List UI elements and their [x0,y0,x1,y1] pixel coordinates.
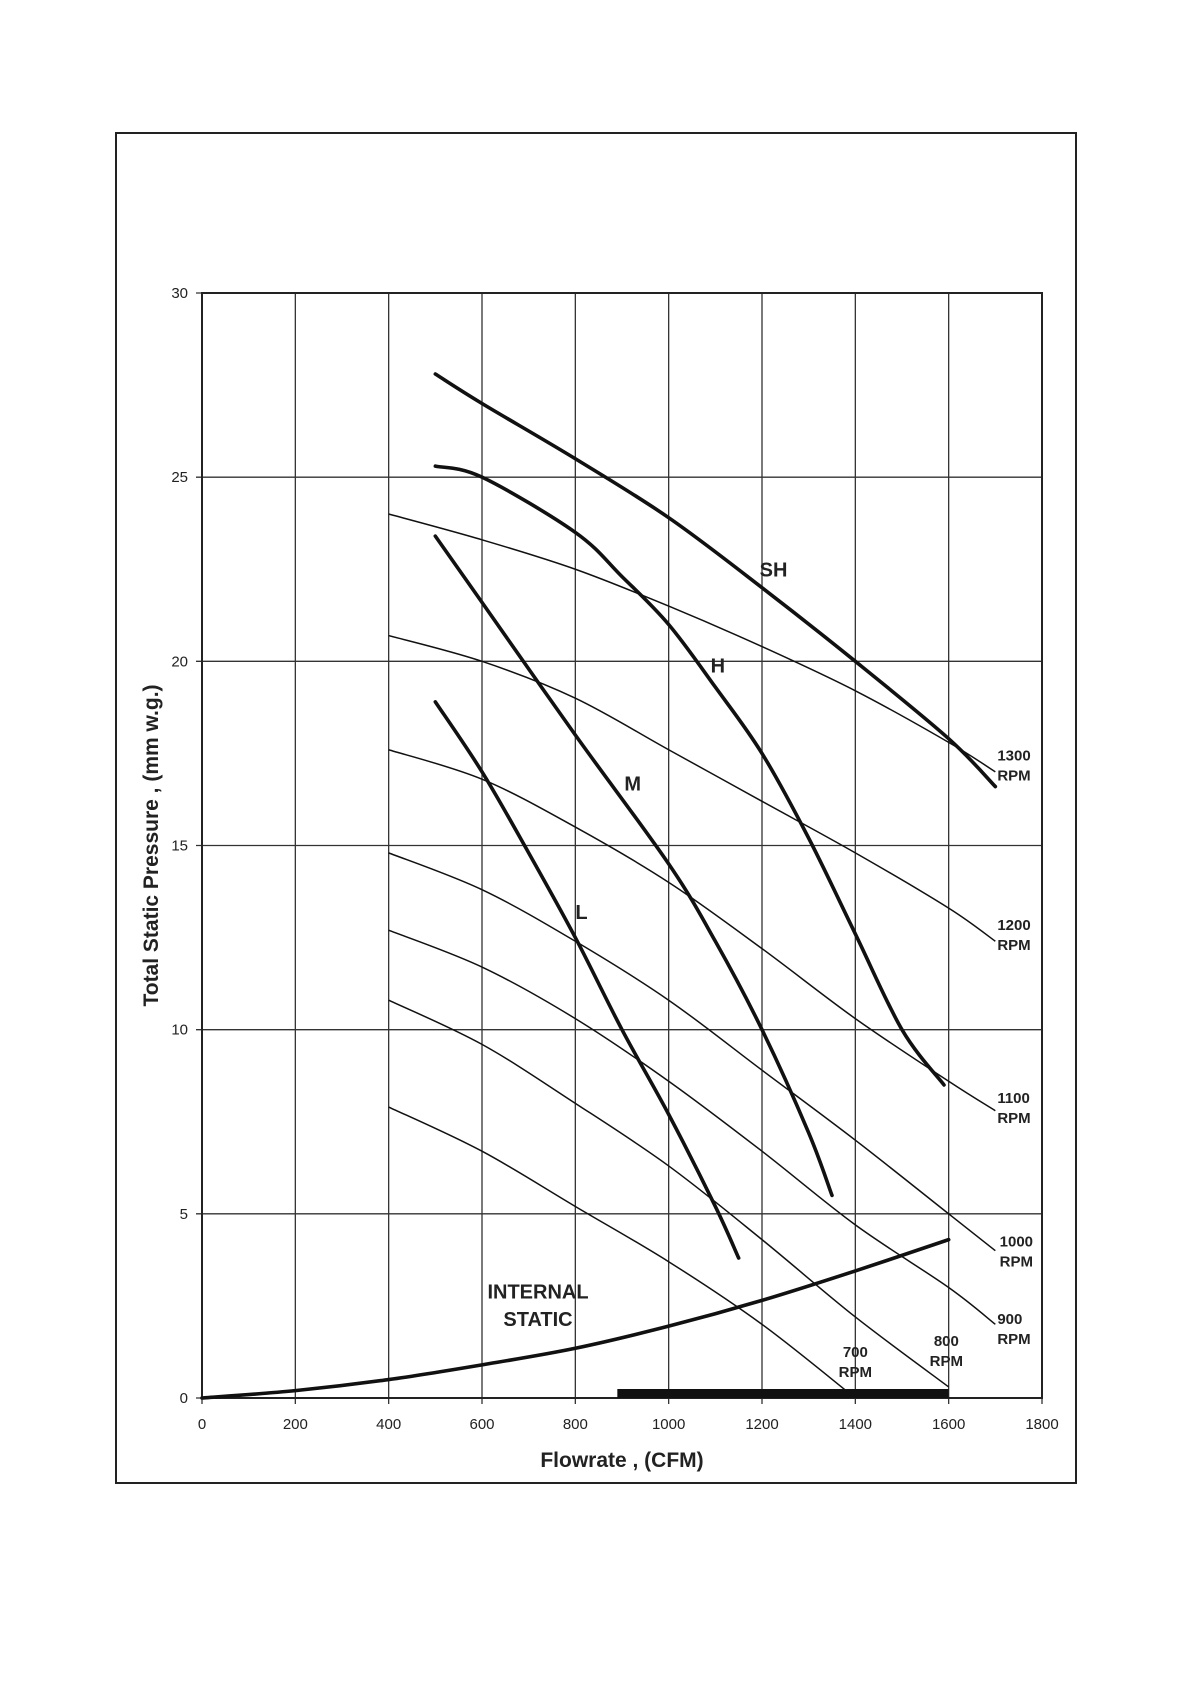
x-tick-label: 600 [469,1416,494,1433]
x-tick-label: 1400 [839,1416,872,1433]
rpm-label-900: 900 [997,1311,1022,1328]
internal-static-label-line1: INTERNAL [487,1282,588,1304]
fan-curve-label-M: M [624,773,641,795]
rpm-unit-label: RPM [997,937,1030,954]
rpm-curve-1200 [388,634,996,942]
x-axis-title: Flowrate , (CFM) [540,1449,703,1472]
rpm-unit-label: RPM [839,1364,872,1381]
y-tick-label: 30 [171,285,188,302]
internal-static-curve [200,1237,951,1400]
y-tick-label: 15 [171,838,188,855]
rpm-unit-label: RPM [1000,1254,1033,1271]
x-tick-label: 200 [283,1416,308,1433]
x-tick-label: 1800 [1025,1416,1058,1433]
x-tick-label: 1600 [932,1416,965,1433]
y-tick-label: 0 [180,1390,188,1407]
x-tick-label: 800 [563,1416,588,1433]
rpm-curve-1000 [388,852,996,1252]
rpm-label-1300: 1300 [997,747,1030,764]
operating-range-bar [617,1389,949,1398]
rpm-unit-label: RPM [997,1331,1030,1348]
fan-curve-label-H: H [711,655,725,677]
rpm-label-1200: 1200 [997,917,1030,934]
rpm-curve-900 [388,929,996,1325]
rpm-label-700: 700 [843,1344,868,1361]
internal-static-label-line2: STATIC [503,1309,572,1331]
y-tick-label: 5 [180,1206,188,1223]
rpm-label-800: 800 [934,1333,959,1350]
rpm-unit-label: RPM [930,1353,963,1370]
y-tick-label: 25 [171,469,188,486]
fan-curve-label-L: L [575,902,587,924]
rpm-curve-1300 [388,513,996,773]
rpm-curve-700 [388,1106,852,1395]
y-tick-label: 10 [171,1022,188,1039]
y-axis-title: Total Static Pressure , (mm w.g.) [140,684,163,1006]
rpm-curve-1100 [388,749,996,1112]
fan-curve-label-SH: SH [760,560,788,582]
rpm-unit-label: RPM [997,767,1030,784]
rpm-label-1100: 1100 [997,1090,1030,1107]
x-tick-label: 0 [198,1416,206,1433]
x-tick-label: 1000 [652,1416,685,1433]
rpm-label-1000: 1000 [1000,1234,1033,1251]
fan-curve-H [433,464,946,1087]
rpm-curve-800 [388,999,950,1388]
rpm-unit-label: RPM [997,1110,1030,1127]
fan-curve-SH [433,372,998,789]
y-tick-label: 20 [171,653,188,670]
x-tick-label: 1200 [745,1416,778,1433]
chart-frame [115,132,1077,1484]
fan-curve-L [433,700,741,1260]
x-tick-label: 400 [376,1416,401,1433]
fan-curve-M [433,534,834,1198]
